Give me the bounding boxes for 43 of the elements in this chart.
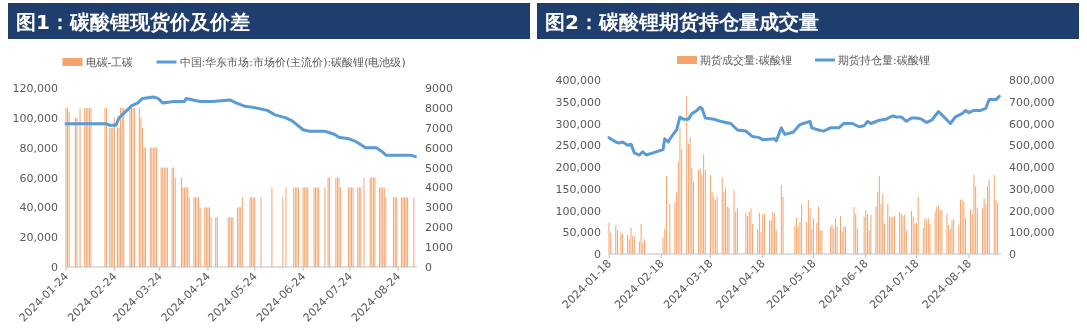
y2-tick-label: 9000: [425, 82, 453, 95]
y2-tick-label: 600,000: [1009, 117, 1055, 131]
line-series: [607, 94, 1001, 157]
y-tick-label: 400,000: [555, 74, 601, 87]
y2-tick-label: 400,000: [1009, 161, 1055, 174]
y-tick-label: 100,000: [555, 204, 601, 218]
y-tick-label: 0: [594, 248, 601, 261]
y2-tick-label: 1000: [425, 241, 453, 255]
y-tick-label: 0: [51, 261, 58, 274]
chart-title: 图1：碳酸锂现货价及价差: [16, 10, 250, 34]
chart-title: 图2：碳酸锂期货持仓量成交量: [545, 10, 819, 34]
y2-tick-label: 5000: [425, 161, 453, 175]
y-tick-label: 80,000: [19, 141, 58, 155]
y2-tick-label: 100,000: [1009, 226, 1055, 240]
y2-tick-label: 3000: [425, 201, 453, 215]
y-tick-label: 40,000: [19, 201, 58, 215]
y2-tick-label: 300,000: [1009, 182, 1055, 196]
y2-tick-label: 8000: [425, 101, 453, 115]
y-tick-label: 100,000: [12, 111, 58, 125]
y-tick-label: 300,000: [555, 117, 601, 131]
y2-tick-label: 0: [1009, 248, 1016, 261]
y2-tick-label: 0: [425, 261, 432, 274]
legend-label: 电碳-工碳: [85, 56, 134, 69]
legend-label: 期货持仓量:碳酸锂: [838, 54, 930, 67]
legend-label: 期货成交量:碳酸锂: [700, 54, 792, 67]
y2-tick-label: 700,000: [1009, 95, 1055, 109]
y2-tick-label: 2000: [425, 221, 453, 235]
legend-label: 中国:华东市场:市场价(主流价):碳酸锂(电池级): [179, 56, 406, 69]
y2-tick-label: 500,000: [1009, 139, 1055, 153]
y-tick-label: 20,000: [19, 231, 58, 245]
y-tick-label: 50,000: [562, 226, 601, 240]
y2-tick-label: 800,000: [1009, 74, 1055, 87]
y-tick-label: 120,000: [12, 82, 58, 95]
y2-tick-label: 4000: [425, 181, 453, 195]
y2-tick-label: 7000: [425, 121, 453, 135]
y-tick-label: 250,000: [555, 139, 601, 153]
y-tick-label: 60,000: [19, 171, 58, 185]
line-series: [64, 95, 417, 159]
y-tick-label: 200,000: [555, 161, 601, 174]
y2-tick-label: 6000: [425, 141, 453, 155]
y-tick-label: 350,000: [555, 95, 601, 109]
y2-tick-label: 200,000: [1009, 204, 1055, 218]
y-tick-label: 150,000: [555, 182, 601, 196]
